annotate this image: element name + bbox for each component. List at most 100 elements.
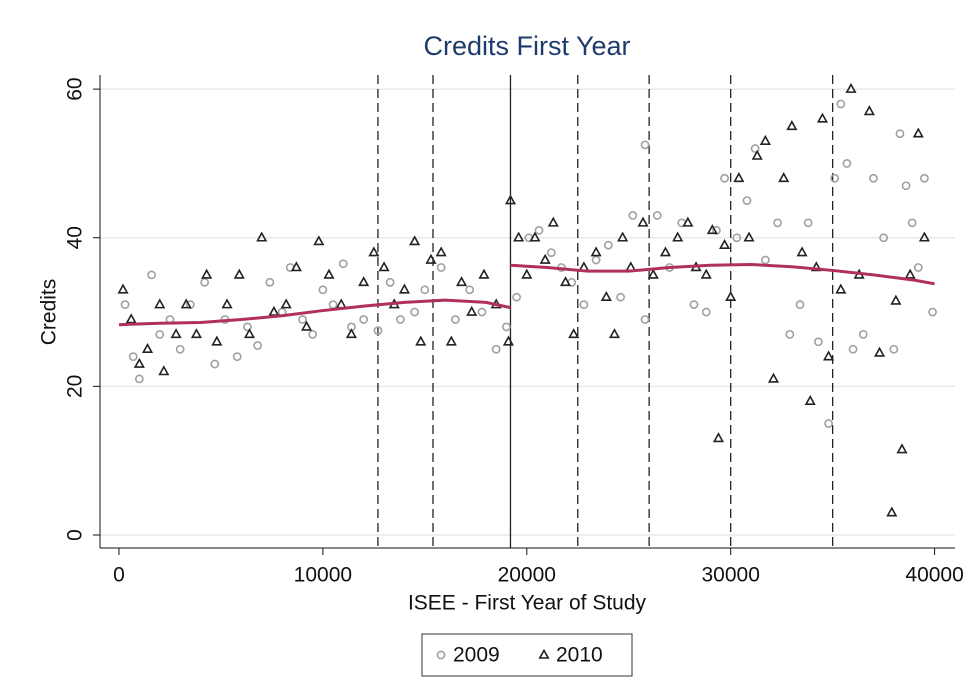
data-point: [742, 196, 752, 205]
data-point: [547, 216, 559, 227]
data-point: [385, 277, 395, 287]
data-point: [778, 172, 790, 183]
data-point: [719, 238, 731, 249]
data-point: [659, 246, 672, 257]
data-point: [759, 134, 771, 145]
data-point: [368, 246, 380, 257]
data-point: [323, 268, 335, 279]
data-point: [830, 173, 840, 183]
data-point: [117, 283, 129, 294]
data-point: [712, 432, 725, 443]
data-point: [904, 268, 916, 279]
data-point: [700, 268, 712, 279]
data-point: [233, 268, 245, 279]
x-tick-label: 0: [113, 564, 125, 587]
data-point: [155, 329, 165, 339]
x-tick-label: 10000: [294, 564, 352, 587]
data-point: [879, 233, 889, 243]
data-point: [568, 328, 580, 339]
data-point: [125, 313, 137, 324]
data-point: [803, 218, 813, 228]
data-point: [795, 300, 805, 310]
data-point: [268, 305, 280, 316]
data-point: [647, 268, 659, 279]
data-point: [158, 365, 170, 376]
data-point: [521, 268, 533, 279]
y-tick-label: 40: [64, 226, 87, 249]
data-point: [436, 263, 446, 272]
data-point: [478, 268, 490, 279]
data-point: [120, 300, 130, 310]
data-point: [147, 270, 156, 280]
data-point: [886, 506, 898, 517]
data-point: [373, 326, 383, 336]
x-axis-label: ISEE - First Year of Study: [408, 592, 647, 615]
data-point: [298, 315, 307, 324]
data-point: [842, 159, 852, 168]
data-point: [785, 329, 795, 339]
data-point: [928, 307, 937, 317]
data-point: [889, 344, 899, 354]
data-point: [546, 248, 556, 258]
data-point: [398, 283, 410, 294]
data-point: [813, 337, 823, 347]
data-point: [869, 173, 878, 183]
data-point: [863, 105, 875, 116]
data-point: [600, 290, 612, 301]
data-point: [395, 315, 405, 324]
data-point: [895, 129, 905, 139]
data-point: [539, 253, 551, 264]
data-point: [689, 300, 699, 310]
data-point: [836, 99, 846, 109]
data-point: [890, 294, 902, 305]
data-point: [338, 259, 348, 269]
data-point: [243, 328, 256, 339]
data-point: [175, 344, 185, 354]
data-point: [154, 298, 166, 309]
data-point: [465, 285, 475, 295]
x-tick-label: 30000: [701, 564, 759, 587]
data-point: [628, 211, 638, 220]
data-point: [652, 211, 662, 220]
data-point: [243, 322, 252, 332]
data-point: [810, 261, 822, 272]
data-point: [616, 292, 625, 302]
data-point: [256, 231, 268, 242]
data-point: [280, 298, 292, 309]
data-point: [732, 233, 742, 243]
data-point: [706, 224, 718, 235]
data-point: [920, 173, 929, 183]
data-point: [617, 231, 629, 242]
legend-marker: [436, 650, 446, 660]
data-point: [415, 335, 427, 346]
data-point: [232, 352, 242, 362]
data-point: [335, 298, 347, 309]
legend-box: [421, 633, 633, 677]
data-point: [751, 149, 763, 160]
data-point: [640, 315, 650, 324]
data-point: [590, 246, 602, 257]
y-axis-label: Credits: [38, 279, 61, 346]
data-point: [211, 335, 223, 346]
data-point: [313, 235, 325, 246]
data-point: [796, 246, 808, 257]
data-point: [221, 298, 233, 309]
data-point: [504, 194, 517, 205]
x-tick-label: 40000: [905, 564, 963, 587]
data-point: [767, 372, 780, 383]
data-point: [848, 344, 858, 354]
data-point: [201, 268, 213, 279]
data-point: [835, 283, 847, 294]
y-tick-label: 20: [64, 375, 87, 398]
data-point: [318, 285, 328, 295]
data-point: [804, 394, 816, 406]
data-point: [210, 359, 220, 369]
data-point: [913, 263, 923, 272]
data-point: [701, 307, 711, 317]
data-point: [501, 322, 511, 332]
data-point: [907, 218, 917, 228]
data-point: [358, 276, 370, 287]
data-point: [253, 341, 263, 350]
data-point: [445, 335, 457, 346]
